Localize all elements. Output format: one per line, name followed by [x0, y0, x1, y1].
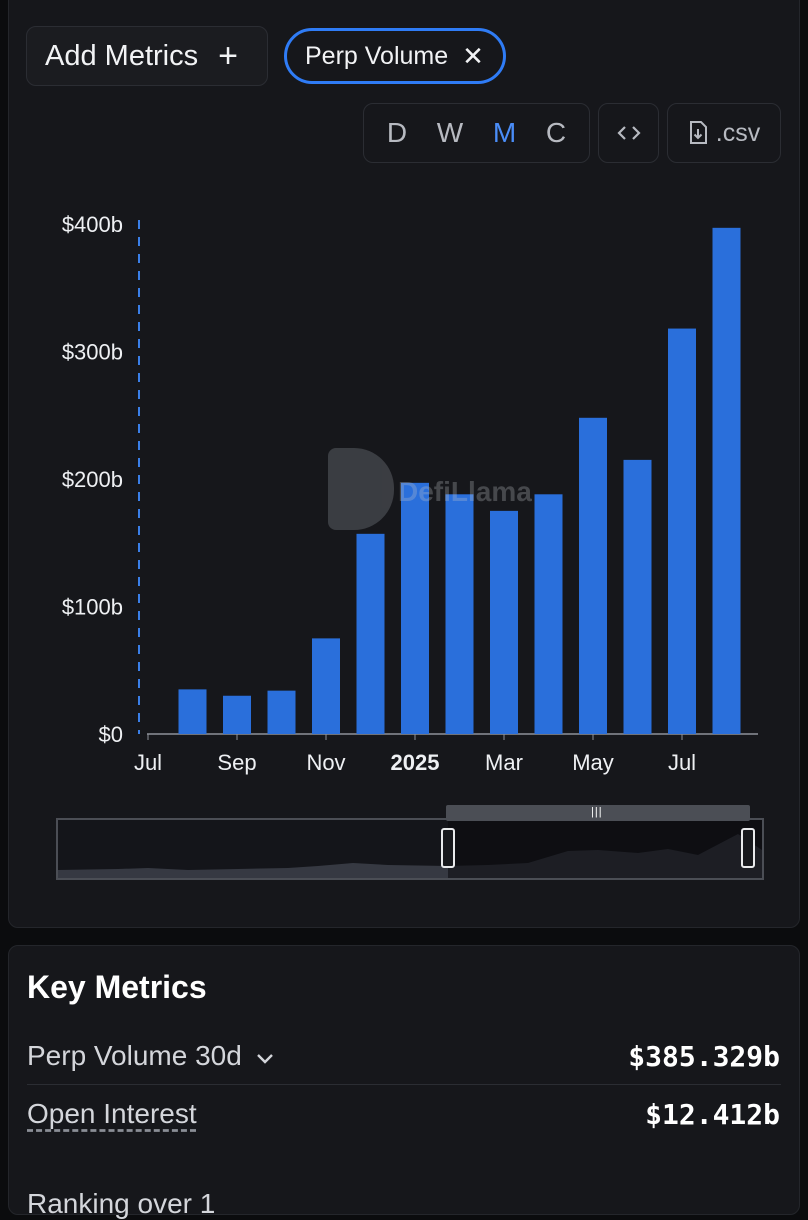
chevron-down-icon: [256, 1045, 274, 1071]
file-download-icon: [689, 121, 707, 144]
bar-2024-08[interactable]: [178, 689, 207, 734]
add-metrics-button[interactable]: Add Metrics +: [26, 26, 268, 86]
csv-download-button[interactable]: .csv: [667, 103, 781, 163]
range-navigator[interactable]: [56, 818, 764, 880]
x-tick-label: Mar: [485, 750, 523, 775]
navigator-left-handle[interactable]: [441, 828, 455, 868]
y-tick-label: $300b: [62, 340, 123, 365]
navigator-drag-bar[interactable]: [446, 805, 750, 821]
bar-2025-08[interactable]: [712, 227, 741, 734]
navigator-sparkline: [58, 820, 762, 878]
x-tick-label: Nov: [306, 750, 345, 775]
perp-volume-30d-dropdown[interactable]: Perp Volume 30d: [27, 1040, 274, 1072]
bar-2025-04[interactable]: [534, 494, 563, 734]
y-tick-label: $0: [99, 722, 123, 747]
interval-w[interactable]: W: [436, 117, 464, 148]
bar-2025-03[interactable]: [490, 510, 518, 734]
x-tick-label: 2025: [391, 750, 440, 775]
x-tick-label: Jul: [668, 750, 696, 775]
y-tick-label: $400b: [62, 212, 123, 237]
bar-2025-07[interactable]: [668, 328, 696, 734]
code-icon: [616, 126, 641, 140]
bars: [178, 227, 741, 734]
bar-2024-09[interactable]: [223, 695, 251, 734]
key-metrics-panel: [8, 945, 800, 1215]
open-interest-value: $12.412b: [645, 1098, 780, 1131]
open-interest-label[interactable]: Open Interest: [27, 1098, 197, 1129]
plus-icon: +: [218, 37, 238, 75]
perp-volume-bar-chart: $0 $100b $200b $300b $400b Jul Sep Nov 2025 Mar M…: [62, 212, 758, 775]
grip-icon: |||: [591, 806, 603, 818]
bar-2025-06[interactable]: [623, 459, 652, 734]
perp-volume-30d-value: $385.329b: [628, 1040, 780, 1073]
bar-2025-05[interactable]: [579, 417, 607, 734]
cut-off-text: Ranking over 1: [27, 1188, 216, 1219]
bar-2024-10[interactable]: [267, 690, 296, 734]
bar-2024-11[interactable]: [312, 638, 340, 734]
y-tick-label: $100b: [62, 595, 123, 620]
bar-2025-02[interactable]: [445, 494, 474, 734]
embed-button[interactable]: [598, 103, 659, 163]
metrics-divider: [27, 1084, 781, 1085]
interval-m[interactable]: M: [492, 117, 517, 148]
perp-volume-chip-label: Perp Volume: [305, 41, 449, 70]
interval-c[interactable]: C: [545, 117, 567, 148]
bar-2025-01[interactable]: [401, 482, 429, 734]
x-tick-label: Jul: [134, 750, 162, 775]
perp-volume-chip[interactable]: Perp Volume ✕: [284, 28, 506, 84]
key-metrics-title: Key Metrics: [27, 969, 207, 1005]
y-tick-label: $200b: [62, 467, 123, 492]
x-axis: Jul Sep Nov 2025 Mar May Jul: [134, 734, 696, 775]
x-tick-label: Sep: [217, 750, 256, 775]
perp-volume-30d-label: Perp Volume 30d: [27, 1040, 242, 1071]
bar-2024-12[interactable]: [356, 533, 385, 734]
x-tick-label: May: [572, 750, 614, 775]
interval-selector: D W M C: [363, 103, 590, 163]
y-axis: $0 $100b $200b $300b $400b: [62, 212, 123, 747]
add-metrics-label: Add Metrics: [45, 39, 199, 72]
navigator-right-handle[interactable]: [741, 828, 755, 868]
close-icon[interactable]: ✕: [462, 41, 484, 71]
csv-label: .csv: [715, 118, 761, 147]
interval-d[interactable]: D: [386, 117, 408, 148]
